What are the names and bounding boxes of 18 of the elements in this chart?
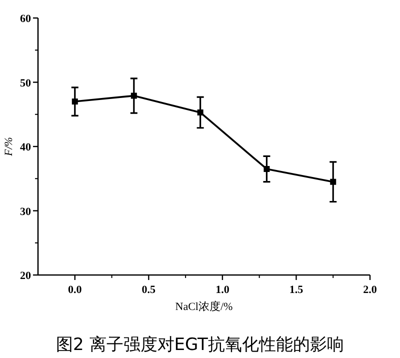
y-axis-title: F/% [3, 137, 15, 157]
point [72, 98, 78, 105]
y-tick-label: 50 [20, 77, 32, 90]
point [130, 92, 137, 99]
point [330, 178, 336, 185]
text: 图2 离子强度对EGT抗氧化性能的影响 [56, 335, 344, 355]
point [264, 166, 270, 172]
x-tick-label: 2.0 [363, 284, 378, 296]
x-tick-label: 0.0 [68, 284, 82, 296]
x-tick-label: 0.5 [142, 284, 156, 296]
y-tick-label: 20 [20, 270, 32, 282]
y-tick-label: 30 [20, 206, 32, 218]
y-tick-label: 40 [20, 142, 32, 154]
x-tick-label: 1.5 [289, 284, 304, 296]
x-axis-title: NaCl浓度/% [175, 300, 233, 313]
point [197, 109, 204, 116]
y-tick-label: 60 [20, 13, 32, 25]
x-tick-label: 1.0 [216, 284, 230, 296]
